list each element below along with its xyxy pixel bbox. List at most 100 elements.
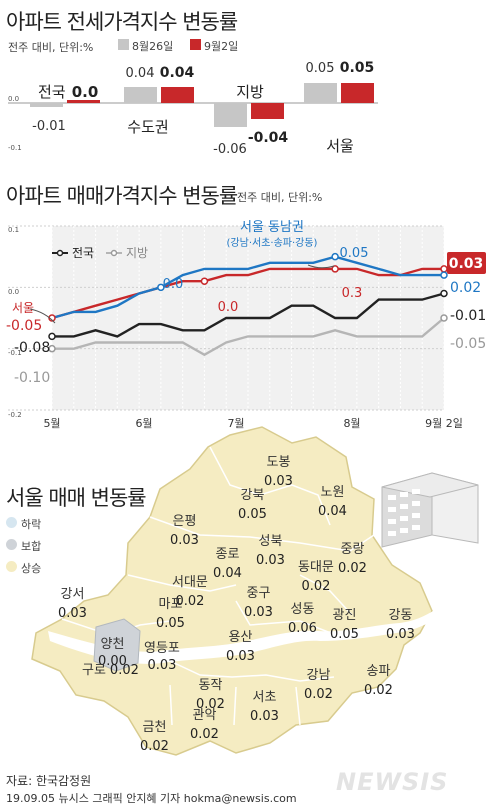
map-district-12: 성동 0.06 xyxy=(288,600,317,638)
bar-jibang-sep2 xyxy=(251,103,284,119)
map-district-17: 용산 0.03 xyxy=(226,628,255,666)
map-district-name: 용산 xyxy=(228,630,253,645)
bar-category-jeonguk: 전국 xyxy=(38,83,66,101)
line-x-label-jul: 7월 xyxy=(227,417,244,430)
map-district-value: 0.02 xyxy=(175,594,205,609)
bar-value-jeonguk-sep2: 0.0 xyxy=(72,83,99,101)
building-windows xyxy=(388,489,420,536)
map-district-13: 광진 0.05 xyxy=(330,606,359,644)
newsis-logo: NEWSIS xyxy=(336,768,449,796)
line-annotation-seoul-se-sub: (강남·서초·송파·강동) xyxy=(227,237,318,249)
line-se-pointer xyxy=(307,264,335,269)
footer-credit: 19.09.05 뉴시스 그래픽 안지혜 기자 hokma@newsis.com xyxy=(6,792,297,805)
line-end-dot-jibang xyxy=(440,314,448,322)
map-title: 서울 매매 변동률 xyxy=(6,486,147,510)
bar-category-seoul: 서울 xyxy=(326,137,354,155)
map-district-1: 강북 0.05 xyxy=(238,486,267,524)
map-district-8: 서대문 0.02 xyxy=(172,573,208,611)
bar-category-sudogwon: 수도권 xyxy=(127,118,168,136)
bar-value-sudogwon-sep2: 0.04 xyxy=(160,65,195,81)
map-district-value: 0.03 xyxy=(250,709,279,724)
line-annot-dot-seoul-mid xyxy=(200,277,209,285)
line-annot-label-seoul-mid: 0.0 xyxy=(218,300,239,315)
map-district-value: 0.03 xyxy=(264,474,293,489)
map-district-value: 0.05 xyxy=(238,507,267,522)
map-district-name: 성동 xyxy=(290,602,315,617)
map-district-value: 0.02 xyxy=(196,697,225,712)
legend-swatch-aug26 xyxy=(118,39,129,50)
map-district-name: 중랑 xyxy=(340,542,365,557)
map-district-value: 0.02 xyxy=(304,687,333,702)
map-district-22: 서초 0.03 xyxy=(250,688,279,726)
map-district-value: 0.03 xyxy=(170,533,199,548)
map-district-name: 은평 xyxy=(172,514,197,529)
footer-source: 자료: 한국감정원 xyxy=(6,774,92,788)
map-district-10: 마포 0.05 xyxy=(156,595,185,633)
map-legend-rise-label: 상승 xyxy=(21,562,42,575)
line-legend-jibang-dot xyxy=(110,249,118,257)
line-legend-jeonguk-label: 전국 xyxy=(72,246,94,260)
map-district-value: 0.02 xyxy=(140,739,169,754)
map-district-name: 종로 xyxy=(215,547,240,562)
line-seoul-southeast xyxy=(51,255,444,320)
line-end-label-jeonguk: -0.01 xyxy=(450,308,486,324)
map-district-3: 은평 0.03 xyxy=(170,512,199,550)
map-district-name: 강북 xyxy=(240,488,265,503)
bar-jibang-aug26 xyxy=(214,103,247,127)
line-annot-label-se-mid: 0.0 xyxy=(163,277,184,292)
map-district-6: 종로 0.04 xyxy=(213,545,242,583)
map-district-23: 금천 0.02 xyxy=(140,718,169,756)
map-district-name: 동대문 xyxy=(298,560,334,575)
bar-category-jibang: 지방 xyxy=(236,83,264,101)
line-start-dot-jibang xyxy=(48,344,56,353)
jeonse-title: 아파트 전세가격지수 변동률 xyxy=(6,10,238,34)
map-district-4: 성북 0.03 xyxy=(256,532,285,570)
map-district-24: 관악 0.02 xyxy=(190,706,219,744)
line-start-label-jibang: -0.10 xyxy=(14,370,50,386)
bar-value-sudogwon-aug26: 0.04 xyxy=(126,66,155,81)
map-district-name: 성북 xyxy=(258,534,283,549)
line-y-tick-0: 0.1 xyxy=(8,226,19,234)
map-district-value: 0.03 xyxy=(386,627,415,642)
legend-swatch-sep2 xyxy=(190,39,201,50)
map-land xyxy=(31,426,433,756)
map-district-value: 0.03 xyxy=(244,605,273,620)
bar-value-seoul-aug26: 0.05 xyxy=(306,61,335,76)
map-district-name: 광진 xyxy=(332,608,357,623)
line-annot-label-se-peak: 0.05 xyxy=(340,246,369,261)
bar-y-tick-0: 0.0 xyxy=(8,95,19,103)
bar-jeonguk-aug26 xyxy=(30,103,63,107)
line-legend-jeonguk-dot xyxy=(56,249,64,257)
line-seoul-pointer xyxy=(29,308,56,324)
map-district-0: 도봉 0.03 xyxy=(264,453,293,491)
line-start-label-jeonguk: -0.08 xyxy=(14,340,50,356)
line-end-dot-jeonguk xyxy=(440,289,448,298)
line-annot-label-seoul-peak: 0.3 xyxy=(342,286,363,301)
map-district-value: 0.03 xyxy=(147,658,177,673)
map-han-river xyxy=(48,609,438,664)
line-start-dot-jeonguk xyxy=(48,332,56,341)
line-x-label-jun: 6월 xyxy=(135,417,152,430)
map-district-15: 양천 0.00 xyxy=(98,636,127,670)
line-x-label-aug: 8월 xyxy=(343,417,360,430)
map-legend-fall-swatch xyxy=(6,517,17,528)
map-district-value: 0.02 xyxy=(364,683,393,698)
map-district-7: 동대문 0.02 xyxy=(298,558,334,596)
line-x-label-may: 5월 xyxy=(43,417,60,430)
line-x-label-sep2: 9월 2일 xyxy=(425,416,463,430)
line-y-tick-1: 0.0 xyxy=(8,288,19,296)
seoul-map xyxy=(31,426,479,756)
map-district-value: 0.00 xyxy=(98,654,127,669)
jeonse-bar-chart: 0.0 -0.1 전국 수도권 지방 서울 -0.01 0.0 0.04 0.0… xyxy=(8,60,378,157)
map-district-20: 강남 0.02 xyxy=(304,666,333,704)
map-district-name: 강남 xyxy=(306,668,331,683)
map-district-16: 영등포 0.03 xyxy=(144,640,180,674)
bar-seoul-aug26 xyxy=(304,83,337,103)
bar-value-jibang-aug26: -0.06 xyxy=(213,142,247,157)
line-annot-dot-se-peak xyxy=(331,252,339,261)
line-end-dot-seoul-southeast xyxy=(440,271,448,279)
map-district-9: 강서 0.03 xyxy=(58,585,87,623)
bar-value-jeonguk-aug26: -0.01 xyxy=(32,119,66,134)
map-district-name: 서초 xyxy=(252,690,277,705)
maemae-unit-note: 전주 대비, 단위:% xyxy=(237,191,323,204)
